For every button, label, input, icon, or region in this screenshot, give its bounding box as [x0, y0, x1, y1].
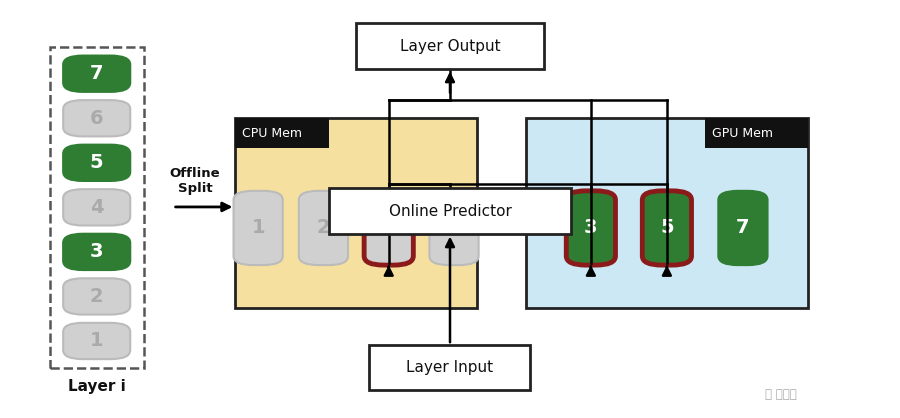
Bar — [356, 23, 544, 69]
Text: 4: 4 — [90, 198, 104, 217]
FancyBboxPatch shape — [63, 234, 130, 270]
FancyBboxPatch shape — [63, 56, 130, 92]
FancyBboxPatch shape — [63, 145, 130, 181]
Text: Offline
Split: Offline Split — [170, 166, 220, 194]
Text: 1: 1 — [251, 219, 265, 237]
Text: Layer Input: Layer Input — [407, 360, 493, 375]
Bar — [370, 345, 530, 390]
FancyBboxPatch shape — [63, 100, 130, 136]
Bar — [329, 189, 571, 234]
Text: 7: 7 — [736, 219, 750, 237]
Text: 3: 3 — [584, 219, 598, 237]
FancyBboxPatch shape — [643, 191, 691, 265]
Text: Layer Output: Layer Output — [400, 38, 500, 54]
Text: CPU Mem: CPU Mem — [242, 127, 302, 140]
FancyBboxPatch shape — [718, 191, 768, 265]
Text: 1: 1 — [90, 331, 104, 350]
Text: 4: 4 — [382, 219, 395, 237]
Text: 7: 7 — [90, 64, 104, 83]
Bar — [50, 47, 144, 368]
FancyBboxPatch shape — [233, 191, 283, 265]
Text: 5: 5 — [90, 153, 104, 172]
Bar — [235, 118, 477, 308]
Bar — [235, 118, 329, 148]
Text: Online Predictor: Online Predictor — [389, 204, 511, 219]
Text: GPU Mem: GPU Mem — [712, 127, 773, 140]
Text: Layer i: Layer i — [68, 379, 126, 394]
FancyBboxPatch shape — [299, 191, 348, 265]
Text: 2: 2 — [90, 287, 104, 306]
Text: 6: 6 — [90, 109, 104, 128]
Bar — [526, 118, 808, 308]
Text: 5: 5 — [660, 219, 674, 237]
FancyBboxPatch shape — [63, 189, 130, 225]
FancyBboxPatch shape — [566, 191, 616, 265]
Text: 3: 3 — [90, 242, 104, 261]
FancyBboxPatch shape — [63, 278, 130, 315]
FancyBboxPatch shape — [364, 191, 413, 265]
FancyBboxPatch shape — [63, 323, 130, 359]
Text: 6: 6 — [447, 219, 461, 237]
Bar — [705, 118, 808, 148]
Text: 2: 2 — [317, 219, 330, 237]
Text: 🔍 量子位: 🔍 量子位 — [765, 388, 796, 401]
FancyBboxPatch shape — [429, 191, 479, 265]
